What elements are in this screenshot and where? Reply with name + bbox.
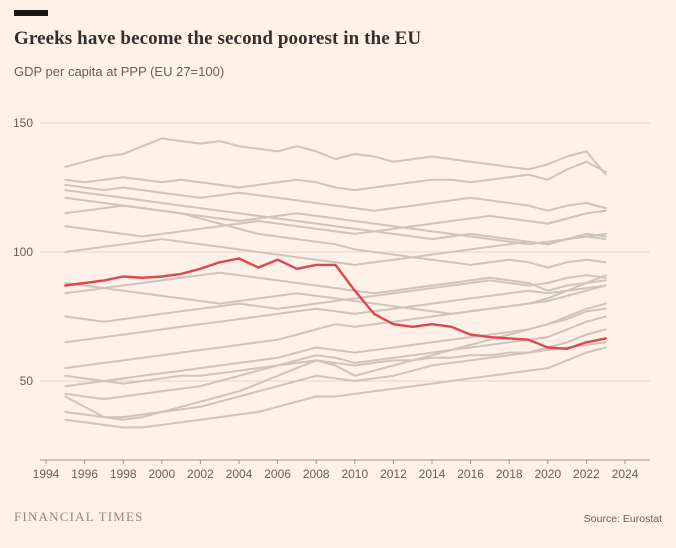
series-line [64,346,607,429]
x-tick-label: 1994 [33,467,60,481]
y-tick-label: 150 [13,116,33,130]
series-line [64,328,607,419]
x-tick-label: 1998 [110,467,137,481]
x-tick-label: 2004 [226,467,253,481]
x-tick-label: 2012 [380,467,407,481]
series-line [64,232,607,266]
x-tick-label: 2014 [419,467,446,481]
series-line [64,302,607,388]
series-line [64,315,607,401]
series-line [64,189,607,246]
series-line [64,137,607,176]
x-tick-label: 2010 [341,467,368,481]
x-tick-label: 2000 [148,467,175,481]
series-line [64,160,607,192]
series-line [64,274,607,323]
x-tick-label: 2024 [612,467,639,481]
x-tick-label: 2022 [573,467,600,481]
chart-subtitle: GDP per capita at PPP (EU 27=100) [14,64,225,79]
series-line [64,284,607,315]
series-line [64,307,607,421]
series-line [64,274,607,370]
x-tick-label: 2016 [457,467,484,481]
x-tick-label: 2018 [496,467,523,481]
y-tick-label: 100 [13,245,33,259]
highlight-series-line [64,257,607,350]
series-line [64,284,607,344]
x-tick-label: 2008 [303,467,330,481]
y-tick-label: 50 [20,374,34,388]
series-line [64,204,607,246]
x-tick-label: 2002 [187,467,214,481]
footer-brand: FINANCIAL TIMES [14,509,144,524]
ft-masthead-bar [14,10,48,16]
chart-title: Greeks have become the second poorest in… [14,28,422,49]
x-tick-label: 2020 [534,467,561,481]
series-line [64,341,607,385]
source-label: Source: Eurostat [583,513,662,525]
series-line [64,209,607,238]
series-line [64,183,607,212]
series-line [64,271,607,295]
x-tick-label: 2006 [264,467,291,481]
x-tick-label: 1996 [71,467,98,481]
